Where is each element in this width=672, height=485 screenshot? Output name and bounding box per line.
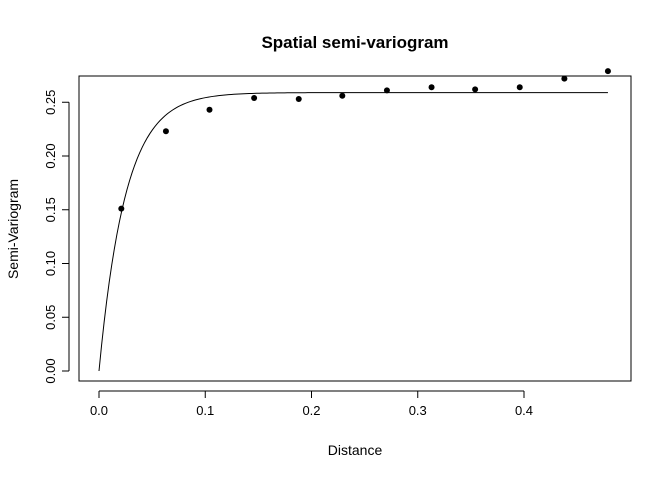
x-tick-label: 0.1: [196, 403, 214, 418]
plot-frame: [78, 75, 632, 382]
data-point: [295, 96, 302, 103]
data-point: [383, 87, 390, 94]
data-point: [206, 106, 213, 113]
data-point: [604, 68, 611, 75]
data-point: [118, 205, 125, 212]
data-points: [118, 68, 611, 212]
y-tick-label: 0.25: [43, 90, 58, 115]
x-tick-label: 0.4: [515, 403, 533, 418]
data-point: [516, 84, 523, 91]
y-tick-label: 0.15: [43, 197, 58, 222]
data-point: [472, 86, 479, 93]
y-tick-label: 0.20: [43, 143, 58, 168]
data-point: [339, 92, 346, 99]
y-tick-label: 0.00: [43, 358, 58, 383]
x-tick-label: 0.0: [90, 403, 108, 418]
fitted-variogram-curve: [98, 92, 608, 372]
data-point: [561, 75, 568, 82]
x-tick-label: 0.3: [409, 403, 427, 418]
data-point: [428, 84, 435, 91]
y-axis: 0.00 0.05 0.10 0.15 0.20 0.25: [43, 90, 70, 384]
data-point: [162, 128, 169, 135]
y-axis-label: Semi-Variogram: [5, 179, 21, 279]
data-point: [251, 94, 258, 101]
chart-title: Spatial semi-variogram: [261, 33, 448, 52]
x-tick-label: 0.2: [302, 403, 320, 418]
x-axis-label: Distance: [328, 442, 383, 458]
x-axis: 0.0 0.1 0.2 0.3 0.4: [90, 390, 533, 418]
y-tick-label: 0.05: [43, 305, 58, 330]
y-tick-label: 0.10: [43, 251, 58, 276]
